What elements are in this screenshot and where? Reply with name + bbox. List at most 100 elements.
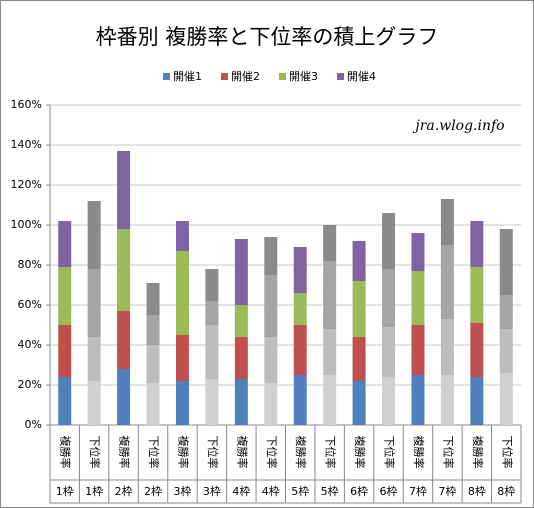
group-label: 1枠: [56, 484, 74, 498]
group-label: 4枠: [262, 484, 280, 498]
bar-segment: [440, 199, 454, 245]
x-tick-label: 下位率: [147, 436, 161, 469]
bar-segment: [264, 337, 278, 383]
group-label: 6枠: [350, 484, 368, 498]
bar-segment: [87, 337, 101, 381]
bar-segment: [352, 281, 366, 337]
x-tick-label: 複勝率: [118, 436, 132, 469]
bar-segment: [175, 221, 189, 251]
bar-segment: [499, 295, 513, 329]
legend-swatch: [337, 73, 344, 80]
bar-segment: [323, 225, 337, 261]
group-label: 5枠: [291, 484, 309, 498]
group-label: 2枠: [144, 484, 162, 498]
y-tick-label: 0%: [25, 418, 42, 431]
legend-label: 開催4: [347, 69, 376, 83]
bar-segment: [264, 383, 278, 425]
bar-segment: [411, 375, 425, 425]
bar-segment: [146, 315, 160, 345]
bar-segment: [175, 251, 189, 335]
bar-segment: [470, 267, 484, 323]
bar-segment: [117, 369, 131, 425]
x-tick-label: 複勝率: [353, 436, 367, 469]
bar-segment: [382, 269, 396, 327]
group-label: 8枠: [497, 484, 515, 498]
chart-title: 枠番別 複勝率と下位率の積上グラフ: [96, 25, 439, 49]
group-label: 3枠: [173, 484, 191, 498]
bar-segment: [87, 381, 101, 425]
y-tick-label: 100%: [11, 218, 42, 231]
group-label: 5枠: [321, 484, 339, 498]
bar-segment: [58, 267, 72, 325]
bar-segment: [411, 233, 425, 271]
bar-segment: [411, 271, 425, 325]
bar-segment: [323, 375, 337, 425]
bar-segment: [352, 241, 366, 281]
legend-label: 開催2: [231, 69, 260, 83]
bar-segment: [293, 325, 307, 375]
bar-segment: [323, 329, 337, 375]
bar-segment: [411, 325, 425, 375]
bar-segment: [205, 325, 219, 379]
y-tick-label: 80%: [18, 258, 42, 271]
bar-segment: [205, 301, 219, 325]
bar-segment: [205, 269, 219, 301]
bar-segment: [440, 245, 454, 319]
bar-segment: [470, 323, 484, 377]
bar-segment: [352, 381, 366, 425]
bar-segment: [58, 377, 72, 425]
x-tick-label: 下位率: [265, 436, 279, 469]
group-label: 1枠: [85, 484, 103, 498]
x-tick-label: 下位率: [383, 436, 397, 469]
bar-segment: [440, 375, 454, 425]
x-tick-label: 複勝率: [176, 436, 190, 469]
bar-segment: [499, 329, 513, 373]
y-tick-label: 160%: [11, 98, 42, 111]
bar-segment: [87, 201, 101, 269]
bar-segment: [58, 221, 72, 267]
bar-segment: [470, 221, 484, 267]
y-tick-label: 40%: [18, 338, 42, 351]
x-tick-label: 複勝率: [235, 436, 249, 469]
bar-segment: [499, 373, 513, 425]
legend-label: 開催3: [289, 69, 318, 83]
watermark: jra.wlog.info: [412, 118, 504, 134]
group-label: 7枠: [409, 484, 427, 498]
bar-segment: [264, 275, 278, 337]
y-tick-label: 120%: [11, 178, 42, 191]
bar-segment: [323, 261, 337, 329]
legend-label: 開催1: [173, 69, 202, 83]
bar-segment: [234, 239, 248, 305]
x-tick-label: 複勝率: [59, 436, 73, 469]
y-tick-label: 60%: [18, 298, 42, 311]
legend-swatch: [279, 73, 286, 80]
x-tick-label: 下位率: [324, 436, 338, 469]
legend-swatch: [221, 73, 228, 80]
bar-segment: [87, 269, 101, 337]
bar-segment: [234, 379, 248, 425]
x-tick-label: 複勝率: [412, 436, 426, 469]
bar-segment: [234, 305, 248, 337]
legend-swatch: [163, 73, 170, 80]
bar-segment: [117, 311, 131, 369]
group-label: 6枠: [380, 484, 398, 498]
x-tick-label: 下位率: [500, 436, 514, 469]
bar-segment: [146, 283, 160, 315]
group-label: 7枠: [438, 484, 456, 498]
bar-segment: [175, 381, 189, 425]
x-tick-label: 下位率: [441, 436, 455, 469]
bar-segment: [293, 247, 307, 293]
bar-segment: [117, 151, 131, 229]
bar-segment: [499, 229, 513, 295]
bar-segment: [234, 337, 248, 379]
group-label: 2枠: [115, 484, 133, 498]
bar-segment: [440, 319, 454, 375]
bar-segment: [264, 237, 278, 275]
bar-segment: [470, 377, 484, 425]
group-label: 4枠: [232, 484, 250, 498]
group-label: 8枠: [468, 484, 486, 498]
group-label: 3枠: [203, 484, 221, 498]
bar-segment: [205, 379, 219, 425]
bar-segment: [293, 375, 307, 425]
bar-segment: [382, 377, 396, 425]
